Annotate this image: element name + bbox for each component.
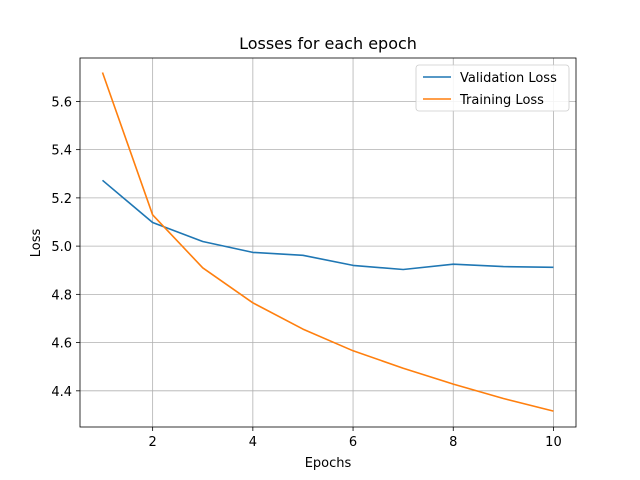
series-line-validation-loss <box>101 179 554 271</box>
legend-label-training-loss: Training Loss <box>459 93 544 108</box>
legend-frame <box>415 64 570 112</box>
x-tick-label: 10 <box>545 435 562 450</box>
grid-lines <box>80 58 576 427</box>
x-tick-label: 4 <box>249 435 257 450</box>
x-tick-label: 8 <box>449 435 457 450</box>
x-axis: 2 4 6 8 10 <box>149 427 562 450</box>
y-tick-label: 4.6 <box>51 337 72 352</box>
y-axis: 4.4 4.6 4.8 5.0 5.2 5.4 5.6 <box>51 95 80 400</box>
x-tick-label: 6 <box>349 435 357 450</box>
y-tick-label: 4.8 <box>51 288 72 303</box>
legend-label-validation-loss: Validation Loss <box>460 71 557 86</box>
y-tick-label: 5.2 <box>51 192 72 207</box>
y-tick-label: 4.4 <box>51 385 72 400</box>
plot-frame <box>79 57 577 428</box>
y-tick-label: 5.4 <box>51 144 72 159</box>
y-axis-label: Loss <box>29 229 44 258</box>
series-lines <box>101 72 554 412</box>
x-axis-label: Epochs <box>305 456 352 471</box>
y-tick-label: 5.6 <box>51 95 72 110</box>
y-tick-label: 5.0 <box>51 240 72 255</box>
x-tick-label: 2 <box>149 435 157 450</box>
legend: Validation Loss Training Loss <box>415 64 570 112</box>
chart-title: Losses for each epoch <box>239 34 417 53</box>
series-line-training-loss <box>101 72 554 412</box>
